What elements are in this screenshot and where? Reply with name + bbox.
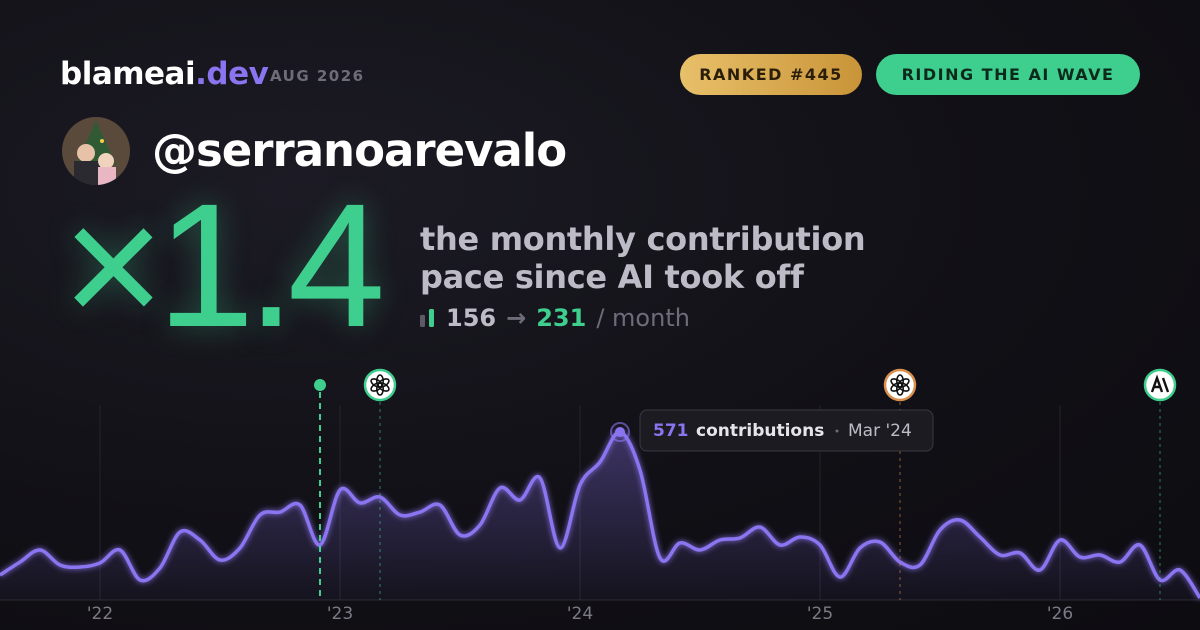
tooltip-label: contributions — [696, 421, 824, 441]
x-tick-label: '23 — [327, 604, 353, 624]
brand-suffix: .dev — [195, 56, 269, 92]
x-tick-label: '24 — [567, 604, 593, 624]
period: AUG 2026 — [270, 67, 365, 85]
event-icon — [363, 368, 397, 402]
pace-bar — [420, 314, 425, 327]
event-marker — [314, 379, 326, 600]
tooltip-sep — [835, 429, 839, 433]
event-dot — [314, 379, 326, 391]
pace: 156 → 231 / month — [418, 304, 690, 332]
caption: the monthly contribution — [420, 220, 866, 258]
pace-bar — [429, 309, 434, 327]
event-marker — [883, 368, 917, 600]
x-tick-label: '25 — [807, 604, 833, 624]
event-marker — [1143, 368, 1177, 600]
x-tick-label: '26 — [1047, 604, 1073, 624]
caption: pace since AI took off — [420, 258, 804, 296]
pace-before: 156 — [446, 304, 497, 332]
event-marker — [363, 368, 397, 600]
tooltip-date: Mar '24 — [848, 421, 912, 441]
wave-badge: RIDING THE AI WAVE — [876, 54, 1140, 95]
highlight-point — [615, 427, 625, 438]
area — [0, 432, 1200, 600]
avatar — [62, 117, 130, 185]
tooltip-value: 571 — [653, 421, 689, 441]
rank-badge: RANKED #445 — [680, 54, 862, 95]
pace-arrow: → — [506, 304, 527, 332]
brand: blameai.dev — [60, 56, 269, 92]
icon-petal — [890, 378, 903, 388]
brand-name: blameai — [60, 56, 196, 92]
pace-bars — [420, 309, 434, 327]
icon-glyph — [1150, 374, 1170, 393]
event-icon — [883, 368, 917, 402]
x-tick-label: '22 — [87, 604, 113, 624]
highlight-ring — [610, 422, 630, 443]
username: @serranoarevalo — [152, 124, 567, 177]
multiplier: ×1.4 — [62, 168, 385, 364]
pace-after: 231 — [536, 304, 587, 332]
line — [0, 430, 1200, 599]
icon-petal — [370, 378, 383, 388]
pace-unit: / month — [596, 304, 690, 332]
avatar-image — [62, 117, 130, 185]
tooltip — [639, 409, 934, 452]
